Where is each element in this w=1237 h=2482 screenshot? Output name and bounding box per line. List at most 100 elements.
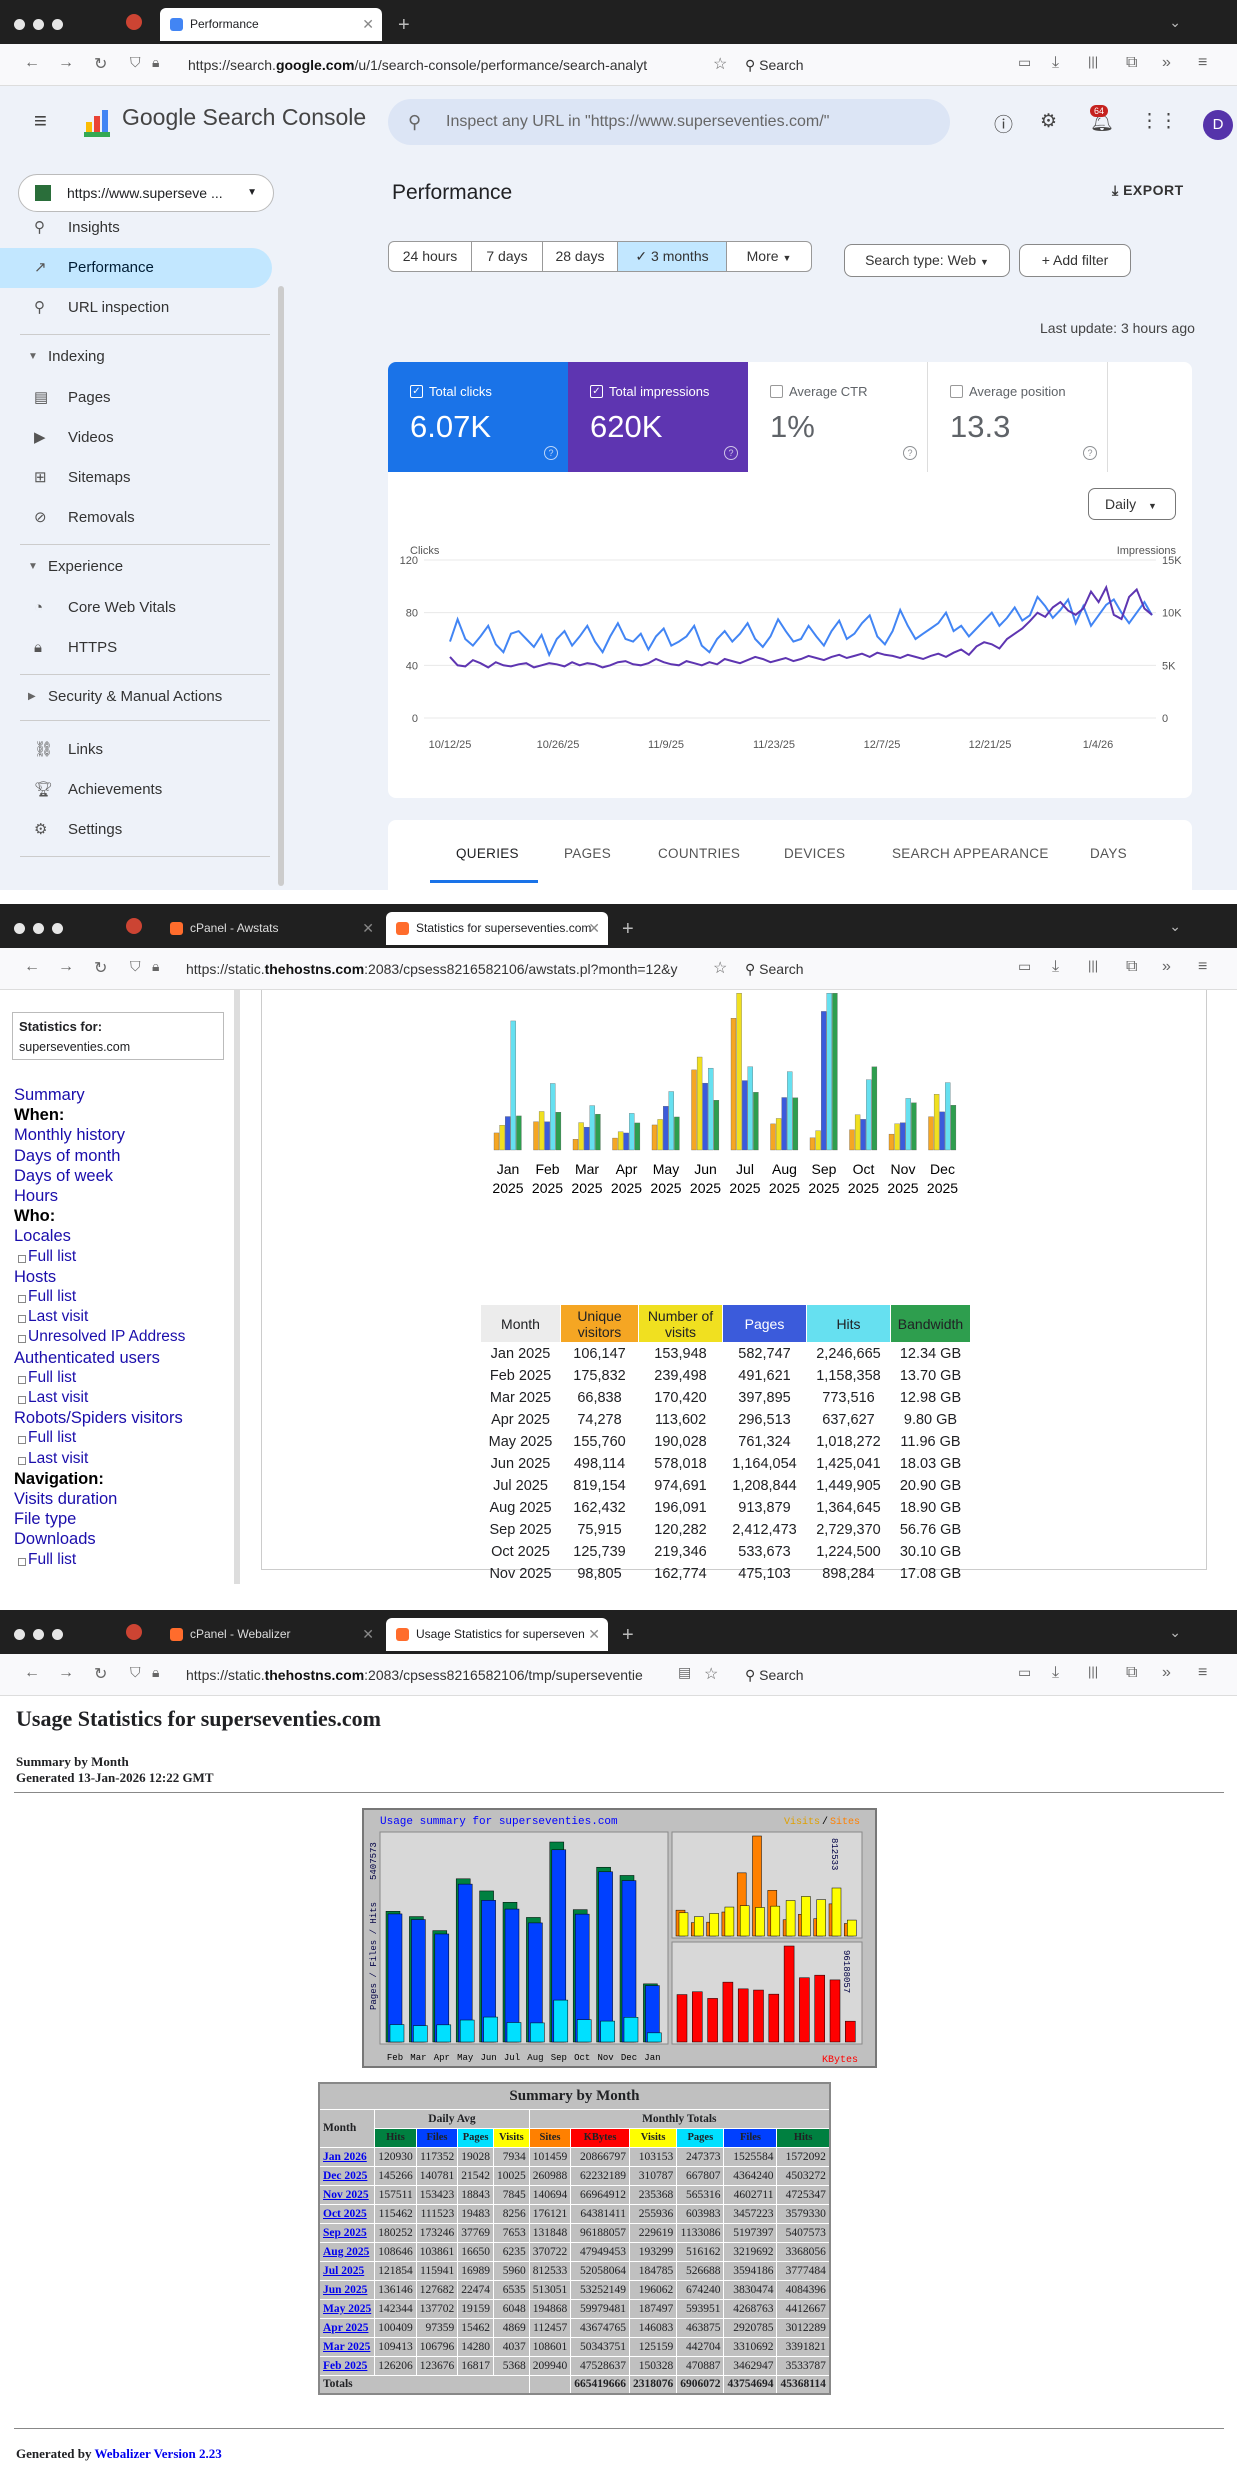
month-link[interactable]: Jan 2026 [323,2150,367,2163]
new-tab-icon[interactable]: + [398,14,410,36]
sidebar-item-https[interactable]: 🔒︎ HTTPS [0,628,272,668]
month-link[interactable]: Jun 2025 [323,2283,368,2296]
library-icon[interactable]: ||| [1088,1664,1099,1679]
close-tab-icon[interactable]: ✕ [362,920,374,936]
webalizer-link[interactable]: Webalizer Version 2.23 [94,2446,222,2461]
sidebar-item-links[interactable]: ⛓ Links [0,730,272,770]
metric-total-impressions[interactable]: ✓ Total impressions 620K ? [568,362,748,472]
range-more[interactable]: More ▼ [726,241,812,272]
sidebar-item-achievements[interactable]: 🏆︎ Achievements [0,770,272,810]
shield-icon[interactable]: ⛉ [130,958,141,974]
sidebar-item-pages[interactable]: ▤ Pages [0,378,272,418]
sidebar-item-videos[interactable]: ▶ Videos [0,418,272,458]
sidebar-item-sitemaps[interactable]: ⊞ Sitemaps [0,458,272,498]
reader-icon[interactable]: ▭ [1018,1664,1032,1680]
maximize-window-button[interactable] [52,1629,63,1640]
menu-item-hours[interactable]: Hours [14,1187,59,1205]
tab-devices[interactable]: DEVICES [784,846,846,861]
minimize-window-button[interactable] [33,1629,44,1640]
downloads-icon[interactable]: ⤓ [1052,958,1060,975]
downloads-icon[interactable]: ⤓ [1052,54,1060,71]
menu-item-unresolved-ip-address[interactable]: Unresolved IP Address [17,1328,186,1346]
list-tabs-icon[interactable]: ⌄ [1169,918,1181,934]
menu-item-monthly-history[interactable]: Monthly history [14,1126,125,1145]
menu-item-full-list[interactable]: Full list [17,1288,77,1305]
sidebar-item-url-inspection[interactable]: ⚲ URL inspection [0,288,272,328]
back-icon[interactable]: ← [24,958,40,975]
list-tabs-icon[interactable]: ⌄ [1169,1624,1181,1640]
notifications-icon[interactable]: 🔔︎ [1090,112,1115,133]
list-tabs-icon[interactable]: ⌄ [1169,14,1181,30]
bookmark-star-icon[interactable]: ☆ [713,56,728,73]
section-experience[interactable]: ▼ Experience [0,558,123,575]
close-window-button[interactable] [14,19,25,30]
tab-cpanel-webalizer[interactable]: cPanel - Webalizer ✕ [160,1618,382,1651]
sidebar-scrollbar[interactable] [278,286,284,886]
month-link[interactable]: Dec 2025 [323,2169,368,2182]
month-link[interactable]: Feb 2025 [323,2359,368,2372]
reader-mode-icon[interactable]: ▤ [678,1664,692,1680]
reader-icon[interactable]: ▭ [1018,958,1032,974]
sidebar-item-performance[interactable]: ↗ Performance [0,248,272,288]
month-link[interactable]: Oct 2025 [323,2207,367,2220]
sidebar-item-core-web-vitals[interactable]: ◔ Core Web Vitals [0,588,272,628]
range-24h[interactable]: 24 hours [388,241,472,272]
menu-item-last-visit[interactable]: Last visit [17,1308,89,1326]
tab-days[interactable]: DAYS [1090,846,1127,861]
firefox-view-icon[interactable] [126,918,142,934]
library-icon[interactable]: ||| [1088,54,1099,69]
bookmark-star-icon[interactable]: ☆ [704,1666,719,1683]
address-bar[interactable]: https://static.thehostns.com:2083/cpsess… [186,961,678,977]
help-icon[interactable]: ? [724,446,738,460]
minimize-window-button[interactable] [33,923,44,934]
forward-icon[interactable]: → [58,1664,74,1681]
menu-item-days-of-week[interactable]: Days of week [14,1166,114,1185]
menu-item-last-visit[interactable]: Last visit [17,1449,89,1467]
sidebar-item-insights[interactable]: ⚲ Insights [0,216,272,248]
firefox-view-icon[interactable] [126,1624,142,1640]
menu-icon[interactable]: ≡ [1198,1664,1208,1681]
new-tab-icon[interactable]: + [622,918,634,940]
menu-item-summary[interactable]: Summary [14,1086,85,1104]
apps-grid-icon[interactable]: ⋮⋮ [1140,111,1178,132]
property-selector[interactable]: https://www.superseve ... ▼ [18,174,274,212]
search-box[interactable]: ⚲ Search [745,961,804,977]
tab-countries[interactable]: COUNTRIES [658,846,741,861]
range-28d[interactable]: 28 days [542,241,618,272]
avatar[interactable]: D [1203,110,1233,140]
menu-icon[interactable]: ≡ [1198,54,1208,71]
address-bar[interactable]: https://static.thehostns.com:2083/cpsess… [186,1667,643,1683]
tab-pages[interactable]: PAGES [564,846,612,861]
downloads-icon[interactable]: ⤓ [1052,1664,1060,1681]
lock-icon[interactable]: 🔒︎ [152,958,160,974]
firefox-view-icon[interactable] [126,14,142,30]
extensions-icon[interactable]: ⧉ [1126,1664,1138,1681]
extensions-icon[interactable]: ⧉ [1126,958,1138,975]
back-icon[interactable]: ← [24,1664,40,1681]
menu-item-authenticated-users[interactable]: Authenticated users [14,1348,160,1367]
metric-total-clicks[interactable]: ✓ Total clicks 6.07K ? [388,362,568,472]
search-box[interactable]: ⚲ Search [745,57,804,73]
close-tab-icon[interactable]: ✕ [588,1626,600,1642]
menu-item-full-list[interactable]: Full list [17,1429,77,1447]
menu-item-robots-spiders-visitors[interactable]: Robots/Spiders visitors [14,1409,183,1428]
back-icon[interactable]: ← [24,54,40,71]
address-bar[interactable]: https://search.google.com/u/1/search-con… [188,57,648,73]
reload-icon[interactable]: ↻ [94,960,108,977]
menu-item-hosts[interactable]: Hosts [14,1267,57,1286]
overflow-icon[interactable]: » [1162,1664,1171,1681]
menu-item-days-of-month[interactable]: Days of month [14,1146,121,1165]
library-icon[interactable]: ||| [1088,958,1099,973]
menu-scrollbar[interactable] [234,990,240,1584]
month-link[interactable]: May 2025 [323,2302,372,2315]
help-icon[interactable]: ⓘ [994,115,1014,136]
close-window-button[interactable] [14,1629,25,1640]
tab-cpanel-awstats[interactable]: cPanel - Awstats ✕ [160,912,382,945]
metric-average-position[interactable]: Average position 13.3 ? [928,362,1108,472]
help-icon[interactable]: ? [544,446,558,460]
add-filter-button[interactable]: + Add filter [1019,244,1131,277]
menu-item-full-list[interactable]: Full list [17,1247,77,1265]
month-link[interactable]: Aug 2025 [323,2245,370,2258]
minimize-window-button[interactable] [33,19,44,30]
shield-icon[interactable]: ⛉ [130,1664,141,1680]
